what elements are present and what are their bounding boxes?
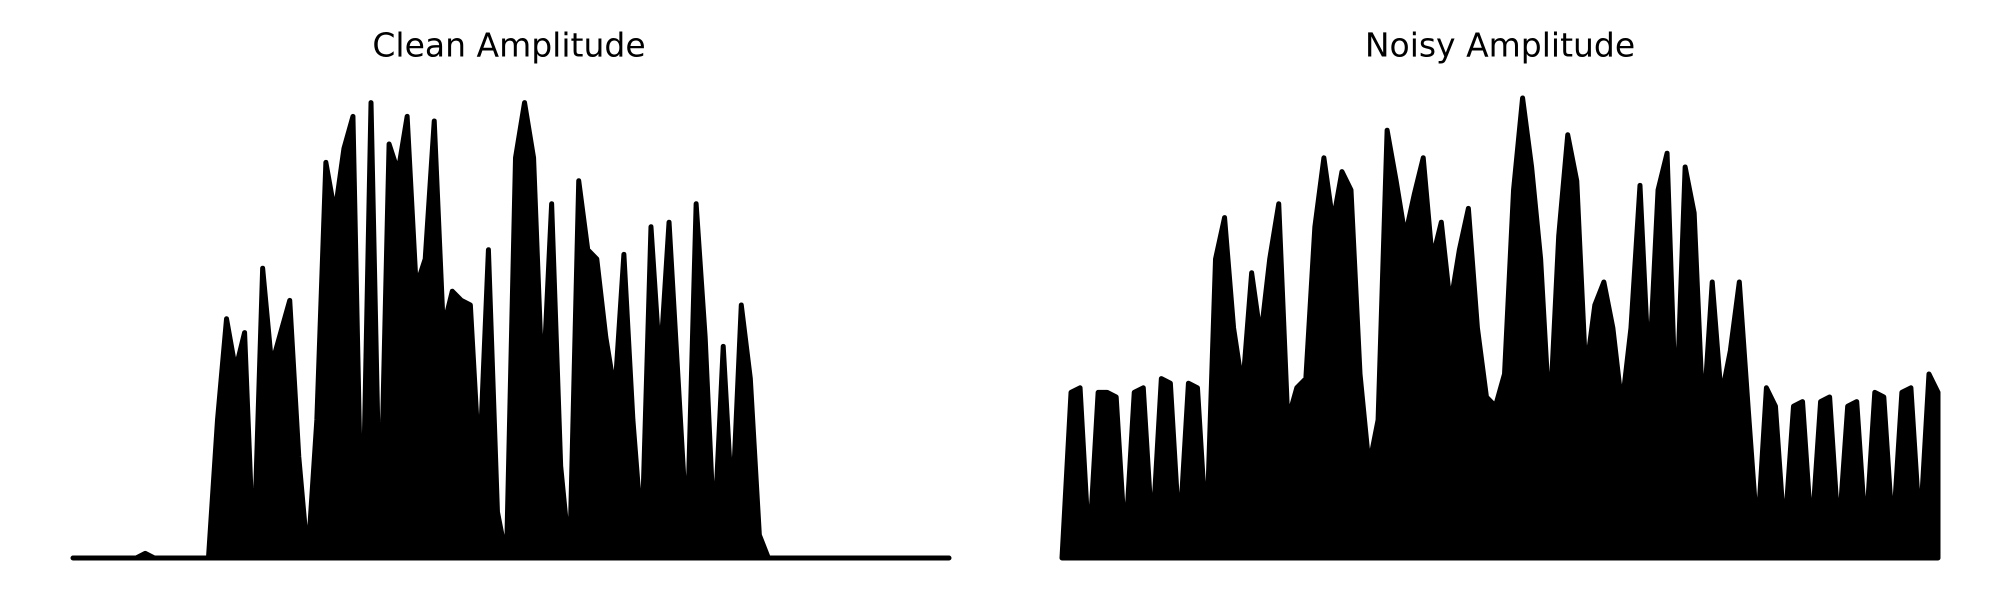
- amplitude-line: [1059, 95, 1941, 561]
- chart-title: Noisy Amplitude: [1365, 26, 1635, 65]
- chart-title: Clean Amplitude: [372, 26, 645, 65]
- amplitude-line: [70, 100, 952, 561]
